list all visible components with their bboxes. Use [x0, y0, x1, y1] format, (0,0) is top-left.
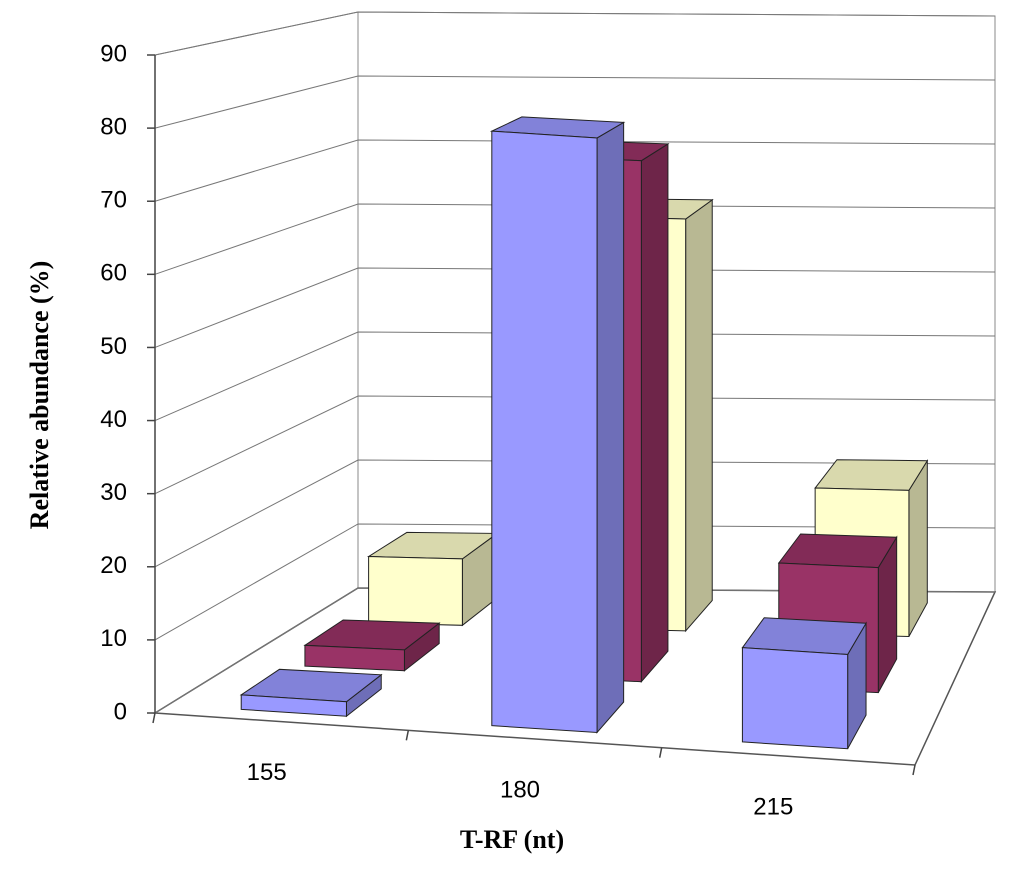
- grid-line: [154, 11, 996, 56]
- grid-line: [154, 331, 996, 422]
- grid-line: [154, 459, 996, 568]
- bar: [239, 668, 383, 718]
- bar: [366, 531, 499, 627]
- bar-front: [304, 644, 405, 672]
- x-tick: [912, 764, 916, 776]
- bar: [303, 619, 441, 672]
- grid-line: [154, 203, 996, 275]
- bar: [741, 617, 867, 750]
- bar-front: [491, 130, 598, 734]
- x-tick-label: 180: [500, 776, 540, 803]
- bar-front: [240, 694, 347, 717]
- y-tick-label: 0: [114, 698, 127, 725]
- grid-line: [154, 139, 996, 202]
- bar-top: [777, 533, 898, 569]
- grid-line: [154, 75, 996, 129]
- y-tick-label: 70: [100, 187, 127, 214]
- y-tick-label: 60: [100, 260, 127, 287]
- bar-front: [368, 556, 463, 626]
- y-tick-label: 90: [100, 40, 127, 67]
- x-tick: [152, 712, 156, 724]
- x-tick-label: 215: [753, 794, 793, 821]
- bar-front: [741, 647, 849, 750]
- bar-side: [640, 142, 669, 684]
- y-axis-title: Relative abundance (%): [25, 261, 54, 530]
- y-tick-label: 10: [100, 625, 127, 652]
- y-tick-label: 30: [100, 479, 127, 506]
- bar-side: [685, 198, 713, 633]
- bar: [489, 116, 626, 734]
- x-tick: [658, 747, 663, 758]
- grid-line: [154, 267, 996, 348]
- grid-line: [154, 395, 996, 495]
- grid-line: [154, 523, 996, 641]
- x-axis-title: T-RF (nt): [460, 825, 564, 854]
- y-tick-label: 40: [100, 406, 127, 433]
- y-tick-label: 80: [100, 113, 127, 140]
- x-tick: [405, 730, 410, 741]
- x-tick-label: 155: [247, 759, 287, 786]
- bar-side: [596, 121, 625, 734]
- y-tick-label: 20: [100, 552, 127, 579]
- y-tick-label: 50: [100, 333, 127, 360]
